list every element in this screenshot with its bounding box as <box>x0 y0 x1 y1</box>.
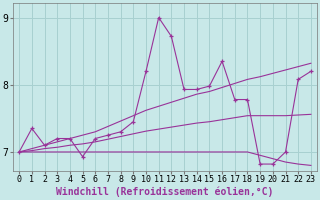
X-axis label: Windchill (Refroidissement éolien,°C): Windchill (Refroidissement éolien,°C) <box>56 187 274 197</box>
